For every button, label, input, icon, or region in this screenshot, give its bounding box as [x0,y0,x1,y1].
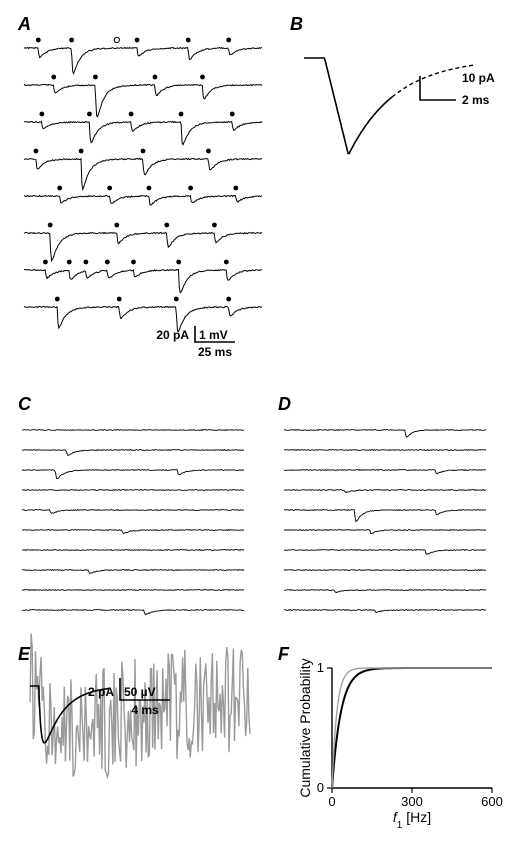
event-dot [69,38,74,43]
scalebar-A-mid: 1 mV [199,328,228,342]
event-dot [176,260,181,265]
event-dot-open [114,37,119,42]
panelF-curve [332,668,492,788]
event-dot [83,260,88,265]
event-dot [147,186,152,191]
panelC-trace [22,470,244,479]
event-dot [114,223,119,228]
event-dot [36,38,41,43]
panelA-trace [24,232,262,260]
event-dot [135,38,140,43]
panelD-trace [284,470,486,474]
panelC-trace [22,530,244,534]
panelC-trace [22,430,244,431]
panelA-trace [24,195,262,205]
event-dot [43,260,48,265]
panelA-trace [24,47,262,73]
event-dot [164,223,169,228]
xtick-label: 600 [481,794,503,809]
panelD-trace [284,610,486,613]
event-dot [131,260,136,265]
panelA-trace [24,84,262,116]
scalebar-A-bottom: 25 ms [198,345,232,359]
event-dot [233,186,238,191]
figure-svg: A 20 pA 1 mV 25 ms B 10 pA 2 ms C D E 2 pA 50 µV 4 m… [0,0,507,844]
panelD-trace [284,570,486,571]
panelD-trace [284,490,486,493]
panelC-trace [22,510,244,514]
event-dot [153,75,158,80]
xtick-label: 300 [401,794,423,809]
ytick-label: 1 [317,660,324,675]
panelF-xlabel: f1 [Hz] [393,809,431,831]
event-dot [105,260,110,265]
scalebar-B-bottom: 2 ms [462,93,490,107]
event-dot [200,75,205,80]
panelD-trace [284,450,486,451]
panelD-trace [284,530,486,534]
panelC-trace [22,490,244,491]
panel-label-A: A [17,14,31,34]
scalebar-A-left: 20 pA [156,328,189,342]
event-dot [224,260,229,265]
panelA-trace [24,269,262,292]
scalebar-E-right: 50 µV [124,685,156,699]
event-dot [51,75,56,80]
panel-label-B: B [290,14,303,34]
panelF-ylabel: Cumulative Probability [297,658,313,797]
event-dot [79,149,84,154]
scalebar-E-bottom: 4 ms [131,703,159,717]
panel-label-E: E [18,644,31,664]
event-dot [186,38,191,43]
event-dot [206,149,211,154]
panelC-trace [22,570,244,574]
event-dot [107,186,112,191]
event-dot [230,112,235,117]
panelD-trace [284,590,486,593]
scalebar-B [420,76,456,100]
panelA-trace [24,122,262,145]
event-dot [141,149,146,154]
panelC-trace [22,550,244,551]
event-dot [93,75,98,80]
scalebar-B-top: 10 pA [462,71,495,85]
event-dot [39,112,44,117]
event-dot [212,223,217,228]
panelF-curve [332,668,492,788]
event-dot [57,186,62,191]
event-dot [55,297,60,302]
panelC-trace [22,450,244,456]
event-dot [188,186,193,191]
panelD-trace [284,430,486,437]
event-dot [174,297,179,302]
panelA-trace [24,158,262,189]
event-dot [179,112,184,117]
panelD-trace [284,550,486,555]
panel-label-F: F [278,644,290,664]
event-dot [117,297,122,302]
event-dot [48,223,53,228]
event-dot [87,112,92,117]
xtick-label: 0 [328,794,335,809]
event-dot [226,297,231,302]
panelC-trace [22,590,244,591]
panel-label-C: C [18,394,32,414]
event-dot [226,38,231,43]
panel-label-D: D [278,394,291,414]
event-dot [67,260,72,265]
figure-root: A 20 pA 1 mV 25 ms B 10 pA 2 ms C D E 2 pA 50 µV 4 m… [0,0,507,844]
panelD-trace [284,510,486,522]
panelB-trace-solid [304,58,392,154]
scalebar-E-left: 2 pA [88,685,114,699]
panelC-trace [22,610,244,615]
event-dot [129,112,134,117]
ytick-label: 0 [317,780,324,795]
event-dot [34,149,39,154]
